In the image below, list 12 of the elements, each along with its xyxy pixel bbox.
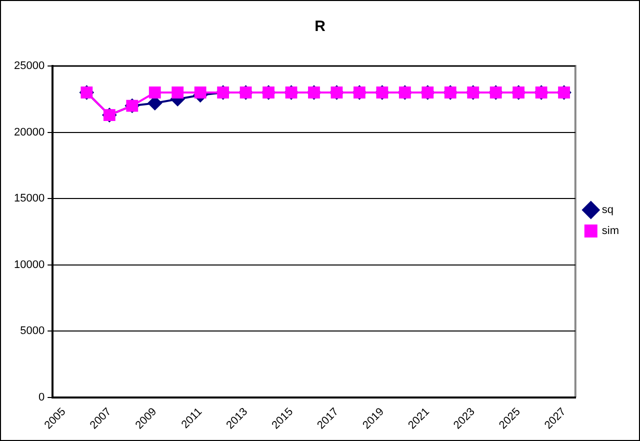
y-tick-label: 0: [38, 391, 45, 404]
y-tick-label: 10000: [14, 258, 45, 271]
point: [194, 86, 206, 98]
point: [148, 86, 161, 98]
y-tick-label: 25000: [14, 60, 45, 72]
y-tick-label: 15000: [14, 192, 45, 205]
y-tick-label: 20000: [14, 126, 45, 138]
chart-title: R: [314, 18, 326, 36]
y-tick-label: 5000: [20, 325, 45, 338]
legend-label: sq: [602, 204, 614, 216]
legend-label: sim: [602, 225, 619, 238]
point: [172, 86, 184, 98]
